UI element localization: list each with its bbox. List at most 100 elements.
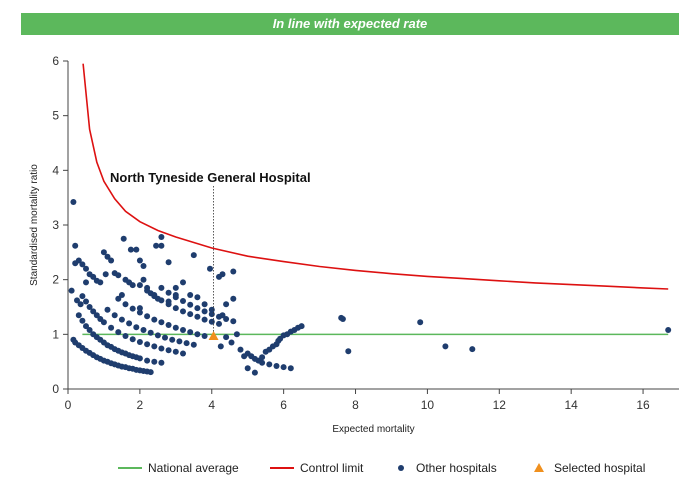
other-hospital-point <box>79 293 86 300</box>
other-hospital-point <box>120 235 127 242</box>
other-hospital-point <box>151 358 158 365</box>
y-tick-label: 1 <box>52 327 59 341</box>
other-hospital-point <box>147 369 154 376</box>
other-hospital-point <box>169 336 176 343</box>
y-tick-label: 2 <box>52 273 59 287</box>
series-layer <box>68 63 672 376</box>
other-hospital-point <box>83 323 89 330</box>
legend-label: National average <box>148 461 239 475</box>
other-hospital-point <box>165 322 172 328</box>
other-hospital-point <box>133 246 140 253</box>
other-hospital-point <box>190 252 197 259</box>
other-hospital-point <box>100 249 107 256</box>
other-hospital-point <box>136 257 143 264</box>
other-hospital-point <box>230 268 237 275</box>
other-hospital-point <box>77 301 84 308</box>
other-hospital-point <box>219 312 226 319</box>
other-hospital-point <box>180 298 186 304</box>
other-hospital-point <box>115 295 122 302</box>
legend-label: Selected hospital <box>554 461 645 475</box>
other-hospital-point <box>79 317 86 324</box>
other-hospital-point <box>162 334 168 341</box>
other-hospital-point <box>70 199 77 205</box>
other-hospital-point <box>417 319 424 326</box>
legend-swatch <box>534 463 544 472</box>
other-hospital-point <box>180 327 186 333</box>
other-hospital-point <box>154 295 161 302</box>
other-hospital-point <box>259 354 266 361</box>
other-hospital-point <box>228 339 235 346</box>
legend-label: Control limit <box>300 461 364 475</box>
other-hospital-point <box>133 324 140 331</box>
other-hospital-point <box>151 292 158 298</box>
other-hospital-point <box>108 324 115 331</box>
other-hospital-point <box>165 259 172 266</box>
other-hospital-point <box>165 298 172 305</box>
other-hospital-point <box>172 305 179 312</box>
legend: National average Control limit Other hospi… <box>118 461 645 475</box>
other-hospital-point <box>136 309 143 316</box>
other-hospital-point <box>126 320 133 327</box>
other-hospital-point <box>201 301 208 308</box>
other-hospital-point <box>251 355 258 362</box>
other-hospital-point <box>233 331 240 338</box>
other-hospital-point <box>158 234 165 240</box>
other-hospital-point <box>144 357 151 364</box>
other-hospital-point <box>154 332 161 339</box>
other-hospital-point <box>158 319 165 326</box>
other-hospital-point <box>136 282 143 289</box>
other-hospital-point <box>251 369 258 376</box>
other-hospital-point <box>230 318 237 325</box>
legend-entry: National average <box>118 461 239 475</box>
x-tick-label: 4 <box>208 398 215 412</box>
other-hospital-point <box>86 327 93 333</box>
other-hospital-point <box>86 304 93 310</box>
other-hospital-point <box>223 334 230 341</box>
y-tick-label: 3 <box>52 218 59 232</box>
other-hospital-point <box>108 257 115 264</box>
other-hospital-point <box>194 313 201 320</box>
other-hospital-point <box>129 282 136 289</box>
other-hospital-point <box>129 336 136 343</box>
other-hospital-point <box>194 305 201 312</box>
other-hospital-point <box>187 329 194 336</box>
y-tick-label: 0 <box>52 382 59 396</box>
x-tick-label: 14 <box>564 398 578 412</box>
other-hospital-point <box>172 284 179 291</box>
other-hospital-point <box>97 279 104 286</box>
other-hospital-point <box>158 284 165 291</box>
other-hospital-point <box>237 346 244 353</box>
x-tick-label: 2 <box>137 398 144 412</box>
other-hospital-point <box>118 292 125 298</box>
other-hospital-point <box>144 284 151 291</box>
other-hospital-point <box>194 331 201 338</box>
other-hospital-point <box>104 306 111 313</box>
other-hospital-point <box>207 265 213 272</box>
legend-label: Other hospitals <box>416 461 497 475</box>
x-tick-label: 16 <box>636 398 650 412</box>
control-limit-line <box>82 63 669 290</box>
other-hospital-point <box>339 316 346 322</box>
y-tick-label: 5 <box>52 109 59 123</box>
other-hospital-point <box>219 271 226 278</box>
other-hospital-point <box>223 301 230 308</box>
other-hospital-point <box>74 297 80 304</box>
other-hospital-point <box>244 365 251 372</box>
other-hospital-point <box>165 289 172 296</box>
other-hospital-point <box>90 273 97 280</box>
other-hospital-point <box>127 246 134 253</box>
selected-hospital-point <box>208 330 219 340</box>
legend-entry: Control limit <box>270 461 364 475</box>
other-hospital-point <box>172 324 179 331</box>
legend-entry: Other hospitals <box>398 461 497 475</box>
other-hospital-point <box>469 346 476 353</box>
other-hospital-point <box>136 305 143 312</box>
other-hospital-point <box>111 312 118 319</box>
other-hospital-point <box>201 316 208 323</box>
other-hospital-point <box>83 265 89 272</box>
y-tick-label: 4 <box>52 163 59 177</box>
other-hospital-point <box>72 260 79 267</box>
other-hospital-point <box>216 320 222 327</box>
other-hospital-point <box>153 242 160 249</box>
